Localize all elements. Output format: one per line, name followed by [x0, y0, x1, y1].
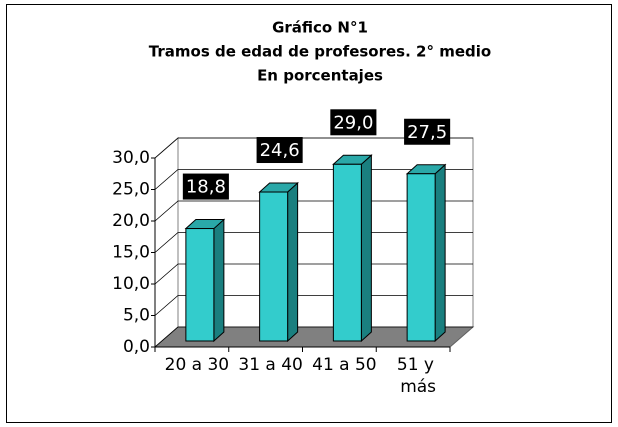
grid-line — [154, 232, 473, 253]
y-tick-label: 5,0 — [123, 306, 150, 326]
chart-title: Tramos de edad de profesores. 2° medio — [149, 43, 491, 61]
x-tick-label: 41 a 50 — [312, 355, 377, 375]
bar — [332, 163, 362, 342]
bar-side — [434, 163, 446, 343]
value-label: 27,5 — [407, 122, 447, 143]
y-tick-label: 0,0 — [123, 337, 150, 357]
y-tick-label: 30,0 — [112, 148, 150, 168]
bar-side — [213, 218, 225, 343]
value-label-bg — [182, 173, 229, 200]
chart-title: Gráfico N°1 — [272, 19, 368, 37]
value-label-bg — [330, 109, 377, 136]
chart-title: En porcentajes — [257, 67, 383, 85]
bar — [406, 173, 436, 342]
grid-line — [154, 137, 473, 159]
x-tick-label-line: 51 y — [397, 355, 440, 375]
x-tick-label: 51 y más — [397, 355, 440, 397]
grid-line — [154, 200, 473, 222]
y-tick-label: 10,0 — [112, 274, 150, 294]
grid-line — [154, 326, 473, 348]
value-label: 18,8 — [186, 177, 226, 198]
value-label-bg — [404, 118, 451, 145]
bar — [185, 228, 215, 342]
bar-side — [360, 154, 372, 343]
x-tick-label: 31 a 40 — [238, 355, 303, 375]
bar-side — [287, 181, 299, 343]
y-tick-label: 20,0 — [112, 211, 150, 231]
value-label: 29,0 — [333, 112, 373, 133]
x-tick-label-line: más — [400, 377, 436, 397]
value-label: 24,6 — [260, 140, 300, 161]
y-tick-label: 25,0 — [112, 180, 150, 200]
value-label-bg — [256, 137, 303, 164]
y-tick-label: 15,0 — [112, 243, 150, 263]
grid-line — [154, 263, 473, 285]
grid-line — [154, 169, 473, 190]
x-tick-label: 20 a 30 — [165, 355, 230, 375]
grid-line — [154, 295, 473, 316]
bar — [259, 191, 289, 342]
